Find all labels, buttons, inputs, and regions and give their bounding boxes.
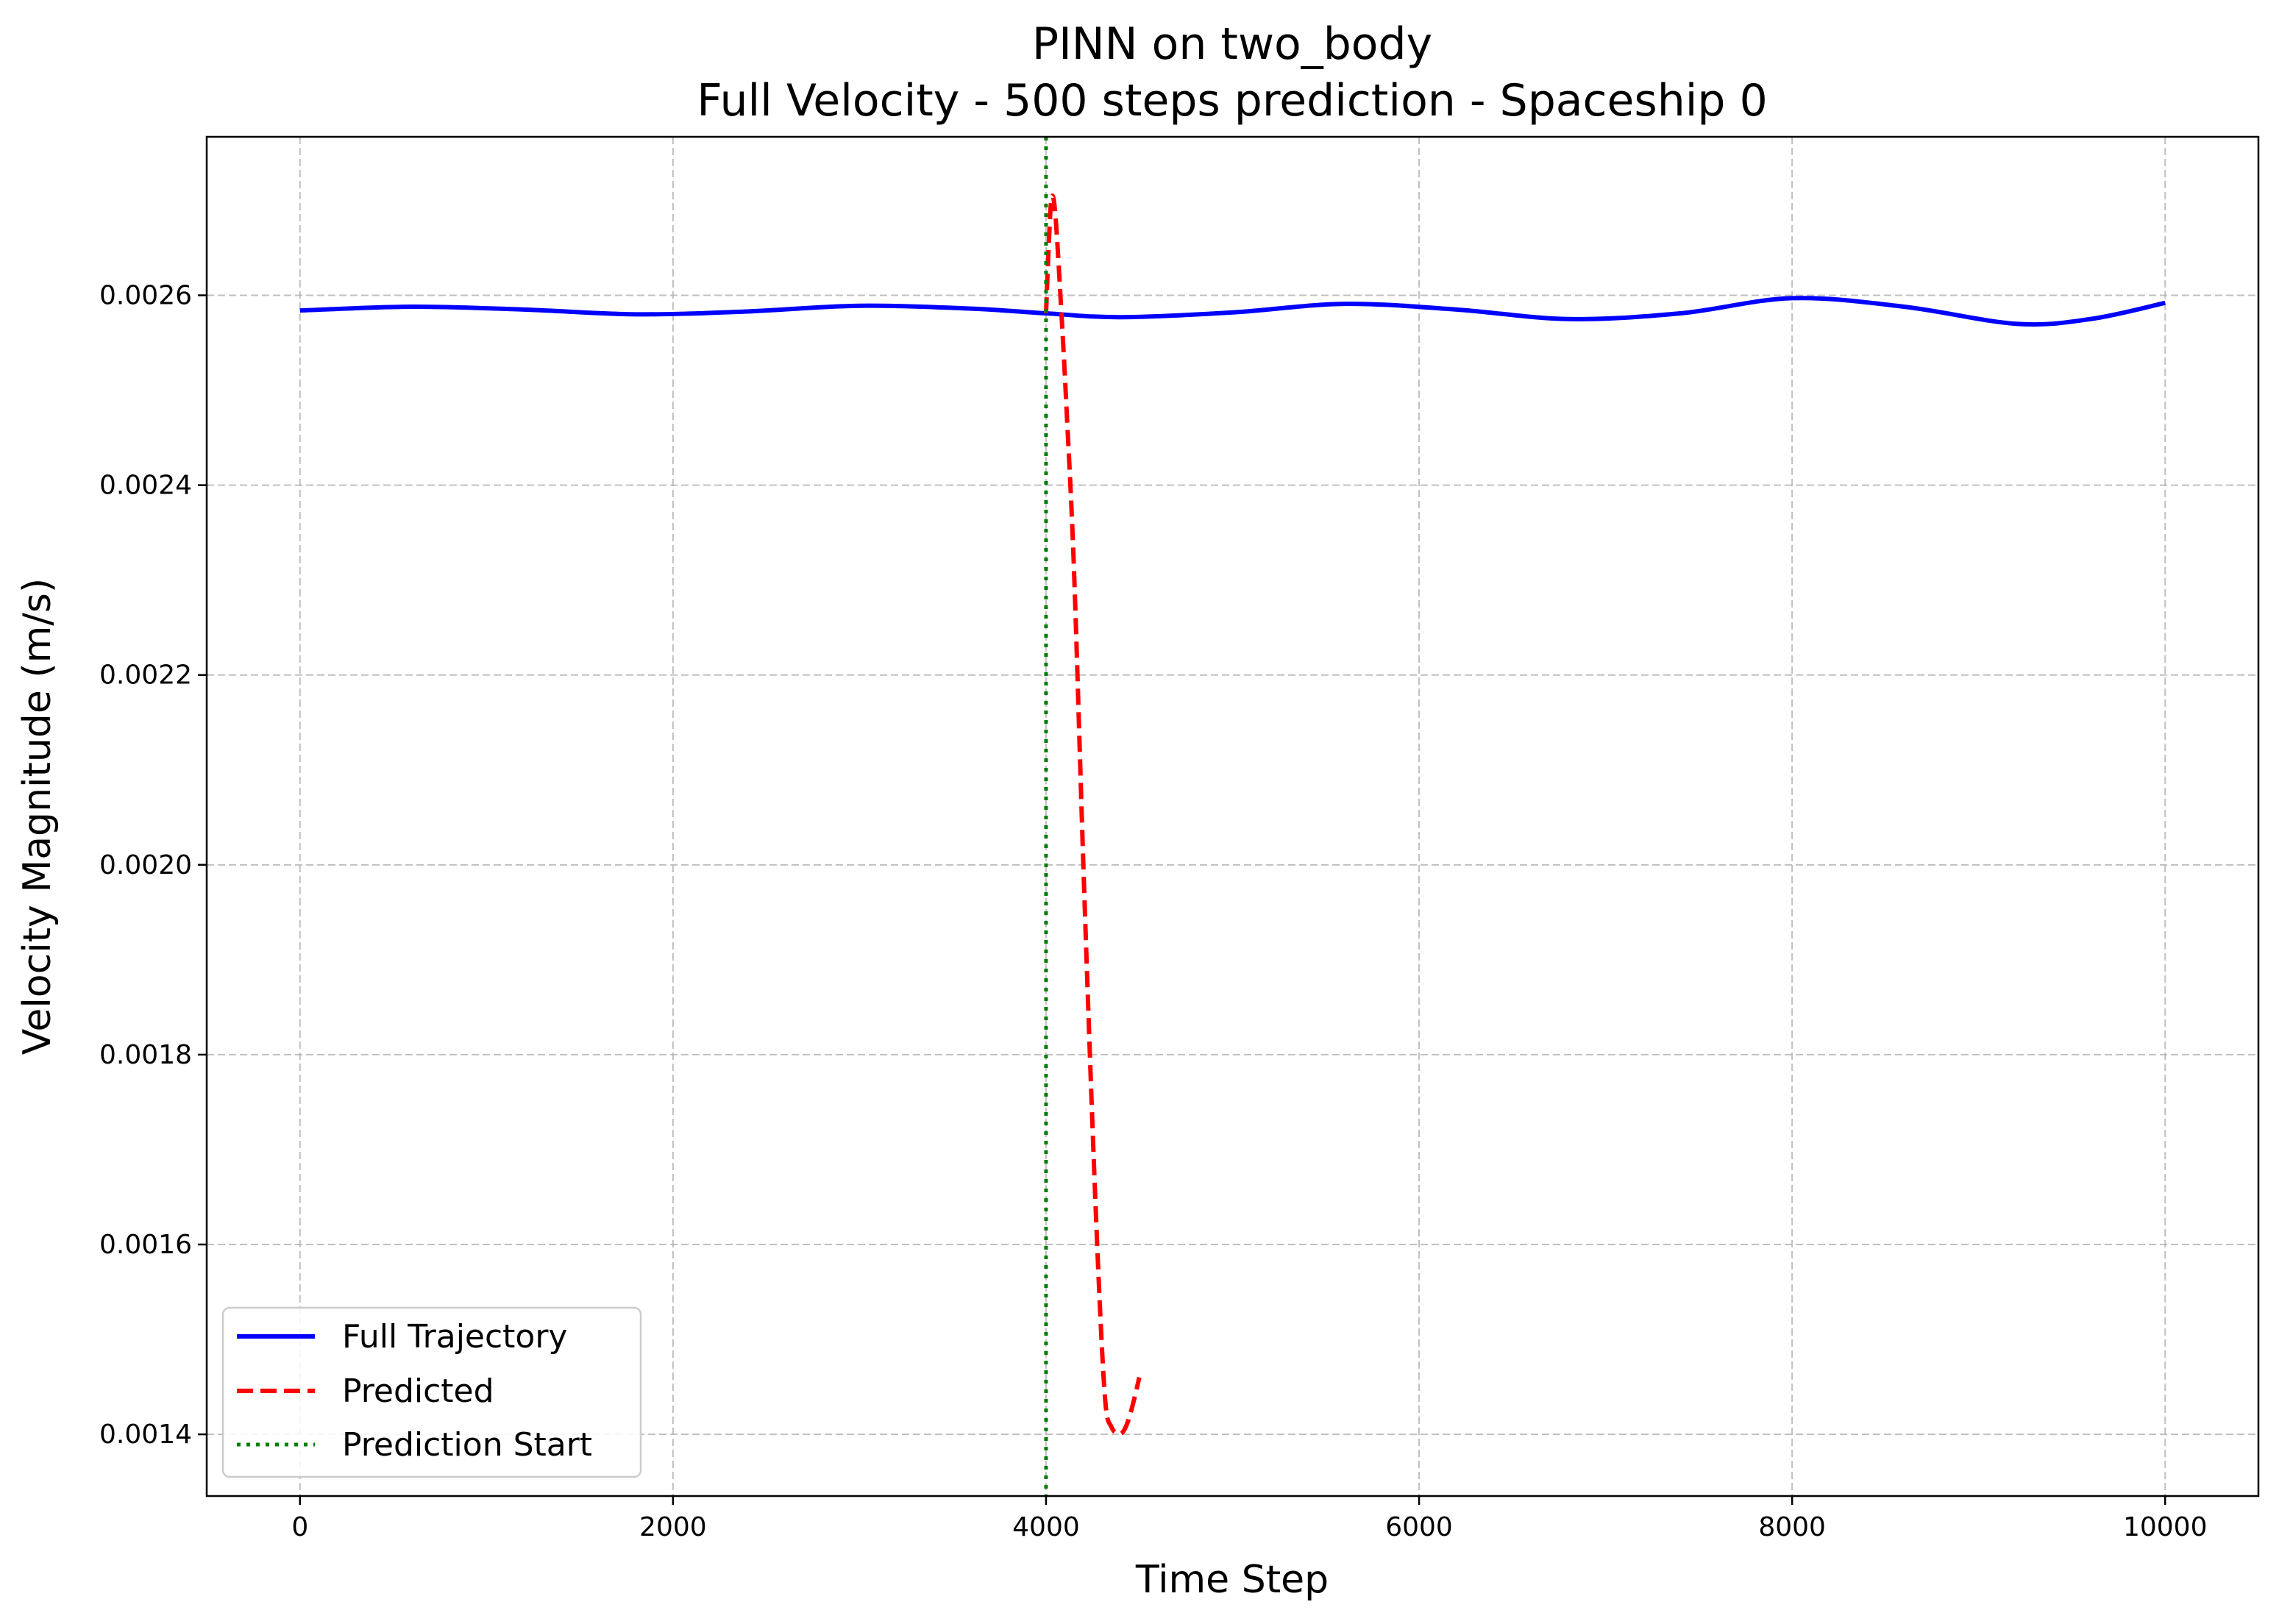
- x-tick-label: 2000: [639, 1512, 707, 1542]
- legend-label-full-trajectory: Full Trajectory: [342, 1318, 567, 1356]
- legend-box: [221, 1306, 642, 1478]
- x-tick-label: 4000: [1012, 1512, 1080, 1542]
- y-tick-label: 0.0022: [99, 660, 192, 691]
- legend: Full Trajectory Predicted Prediction Sta…: [221, 1306, 642, 1478]
- chart-subtitle: Full Velocity - 500 steps prediction - S…: [697, 75, 1768, 127]
- x-tick-label: 8000: [1758, 1512, 1826, 1542]
- plot-frame: [205, 135, 2260, 1497]
- grid-layer: [207, 137, 2258, 1496]
- y-tick-label: 0.0014: [99, 1420, 192, 1450]
- legend-label-prediction-start: Prediction Start: [342, 1426, 592, 1464]
- ticks-layer: 0 2000 4000 6000 8000 10000 0.0014 0.0016 0.0018…: [99, 281, 2207, 1542]
- y-axis-label: Velocity Magnitude (m/s): [15, 578, 60, 1055]
- y-tick-label: 0.0016: [99, 1230, 192, 1260]
- y-tick-label: 0.0018: [99, 1040, 192, 1070]
- x-tick-label: 6000: [1385, 1512, 1453, 1542]
- y-tick-label: 0.0024: [99, 471, 192, 501]
- y-tick-label: 0.0026: [99, 281, 192, 311]
- series-line-full-trajectory: [299, 296, 2166, 327]
- series-line-predicted: [1043, 193, 1142, 1436]
- x-tick-label: 10000: [2123, 1512, 2208, 1542]
- series-layer: [299, 137, 2166, 1496]
- x-axis-label: Time Step: [1135, 1558, 1329, 1602]
- x-tick-label: 0: [291, 1512, 308, 1542]
- y-tick-label: 0.0020: [99, 850, 192, 880]
- legend-label-predicted: Predicted: [342, 1372, 494, 1410]
- chart-title: PINN on two_body: [1032, 18, 1432, 70]
